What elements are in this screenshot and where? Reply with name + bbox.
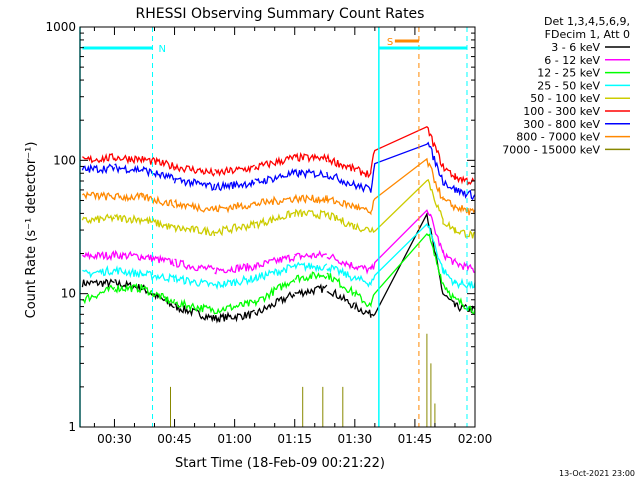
series-800-7000kev-line (82, 157, 476, 216)
x-tick-label: 01:45 (398, 432, 433, 446)
series-layer (81, 126, 476, 427)
x-tick-label: 01:00 (217, 432, 252, 446)
annotation-label: S (387, 37, 393, 48)
legend-label: 25 - 50 keV (537, 79, 600, 92)
legend-label: 12 - 25 keV (537, 67, 600, 80)
series-25-50kev-line (82, 222, 476, 290)
x-tick-label: 02:00 (458, 432, 493, 446)
legend-label: 3 - 6 keV (551, 41, 600, 54)
x-tick-label: 01:30 (338, 432, 373, 446)
series-300-800kev-line (81, 141, 476, 201)
series-3-6kev-line (81, 212, 476, 324)
series-100-300kev-line (82, 126, 476, 186)
plot-frame (79, 26, 476, 428)
annotation-layer: NS (79, 27, 468, 427)
legend-label: 50 - 100 keV (530, 92, 600, 105)
y-tick-label: 100 (53, 153, 76, 167)
x-tick-label: 00:30 (97, 432, 132, 446)
series-50-100kev-line (81, 178, 476, 239)
series-6-12kev-line (81, 209, 476, 275)
x-axis-label: Start Time (18-Feb-09 00:21:22) (175, 456, 385, 471)
legend-label: 300 - 800 keV (523, 118, 600, 131)
y-tick-label: 1000 (45, 20, 76, 34)
x-tick-label: 00:45 (157, 432, 192, 446)
legend-header-line-1: Det 1,3,4,5,6,9, (544, 15, 630, 28)
legend-label: 7000 - 15000 keV (502, 143, 600, 156)
legend: Det 1,3,4,5,6,9, FDecim 1, Att 0 3 - 6 k… (502, 15, 630, 156)
chart-title: RHESSI Observing Summary Count Rates (136, 6, 425, 22)
footer-date: 13-Oct-2021 23:00 (559, 469, 635, 478)
axes: 1 10 100 1000 00:30 00:45 01:00 01:15 01:30 01:45… (45, 20, 492, 446)
y-tick-label: 1 (68, 420, 76, 434)
legend-label: 800 - 7000 keV (516, 131, 600, 144)
legend-label: 100 - 300 keV (523, 105, 600, 118)
annotation-label: N (159, 44, 166, 55)
legend-label: 6 - 12 keV (544, 54, 600, 67)
y-tick-label: 10 (61, 287, 76, 301)
series-7000-15000kev-line (170, 333, 436, 427)
y-axis-label: Count Rate (s⁻¹ detector⁻¹) (24, 142, 39, 319)
legend-header-line-2: FDecim 1, Att 0 (545, 28, 630, 41)
series-12-25kev-line (82, 233, 476, 315)
x-tick-label: 01:15 (277, 432, 312, 446)
